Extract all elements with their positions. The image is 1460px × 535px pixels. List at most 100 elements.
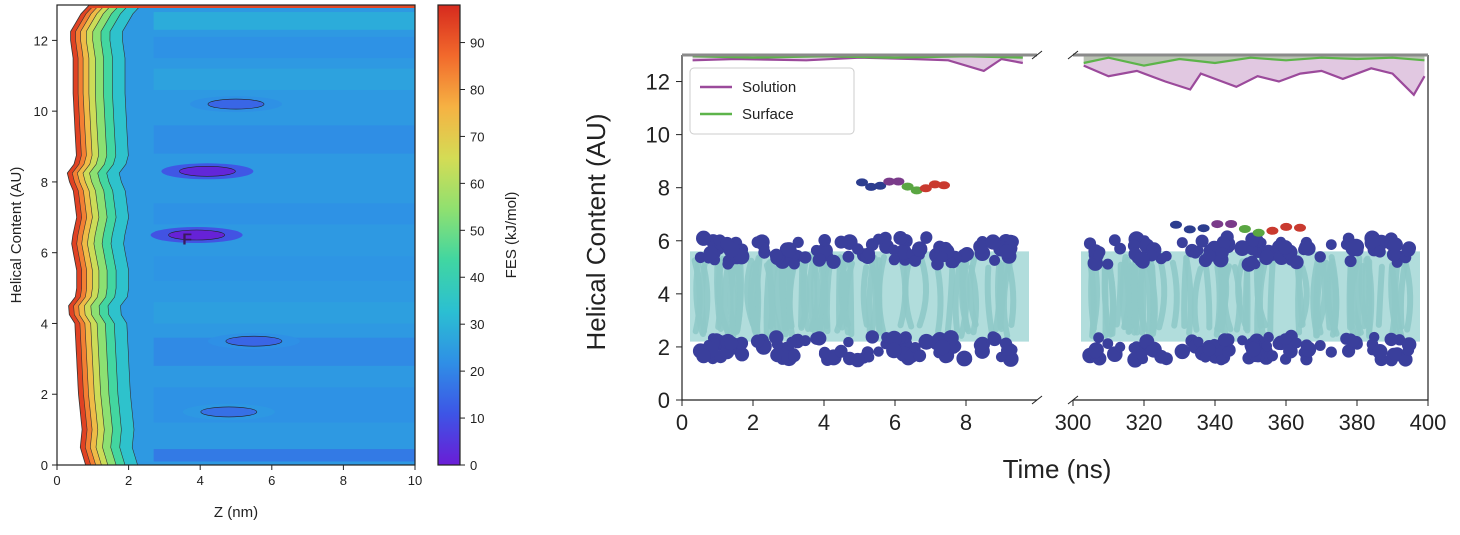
fes-band: [154, 69, 415, 90]
lipid-head-lower: [696, 349, 711, 364]
lipid-tail: [1110, 265, 1114, 334]
lipid-head-lower: [919, 335, 932, 348]
fes-band: [154, 12, 415, 30]
lipid-head-upper: [843, 251, 855, 263]
lipid-head-upper: [818, 234, 831, 247]
colorbar-tick-label: 80: [470, 82, 484, 97]
lipid-head-upper: [1134, 251, 1150, 267]
fes-band: [154, 387, 415, 422]
colorbar-tick-label: 20: [470, 364, 484, 379]
lipid-head-upper: [999, 244, 1013, 258]
helicity-y-tick-label: 12: [646, 70, 670, 95]
lipid-tail: [850, 263, 851, 334]
lipid-head-upper: [1260, 249, 1274, 263]
lipid-head-upper: [799, 251, 811, 263]
lipid-tail: [869, 268, 872, 334]
lipid-head-upper: [912, 241, 927, 256]
lipid-head-lower: [864, 352, 875, 363]
lipid-head-upper: [1315, 251, 1326, 262]
lipid-tail: [730, 267, 733, 329]
fes-minimum: [201, 407, 257, 417]
lipid-head-upper: [1374, 246, 1386, 258]
lipid-head-upper: [1278, 240, 1293, 255]
fes-minimum: [226, 336, 282, 346]
lipid-head-upper: [889, 254, 900, 265]
lipid-head-lower: [1175, 344, 1190, 359]
lipid-head-lower: [786, 337, 797, 348]
lipid-tail: [1392, 268, 1395, 336]
lipid-head-upper: [1246, 256, 1258, 268]
series-line-surface: [693, 56, 1023, 57]
peptide-segment: [1184, 225, 1196, 233]
time-x-tick-label: 8: [960, 410, 972, 435]
peptide-segment: [892, 178, 904, 186]
lipid-tail: [1351, 264, 1352, 327]
lipid-head-lower: [974, 339, 987, 352]
time-x-tick-label: 4: [818, 410, 830, 435]
lipid-tail: [1270, 262, 1273, 334]
time-x-tick-label: 320: [1126, 410, 1163, 435]
fes-x-axis-label: Z (nm): [214, 504, 258, 521]
fes-y-tick-label: 4: [41, 316, 48, 331]
lipid-head-lower: [1146, 345, 1158, 357]
lipid-head-upper: [723, 242, 739, 258]
colorbar-tick-label: 90: [470, 36, 484, 51]
time-x-tick-label: 380: [1339, 410, 1376, 435]
legend: Solution Surface: [690, 68, 854, 134]
membrane-snapshot-late: [1081, 220, 1420, 368]
lipid-tail: [1298, 265, 1300, 332]
peptide-segment: [1170, 221, 1182, 229]
lipid-head-lower: [819, 347, 830, 358]
lipid-head-upper: [888, 245, 899, 256]
lipid-head-lower: [769, 330, 783, 344]
lipid-tail: [1246, 268, 1247, 329]
fes-y-tick-label: 6: [41, 246, 48, 261]
lipid-head-upper: [1401, 243, 1415, 257]
lipid-head-lower: [851, 353, 865, 367]
time-x-tick-label: 300: [1055, 410, 1092, 435]
lipid-head-lower: [1326, 347, 1337, 358]
fes-x-tick-label: 0: [53, 473, 60, 488]
lipid-tail: [1134, 268, 1137, 332]
lipid-head-upper: [813, 253, 826, 266]
fes-band: [154, 125, 415, 153]
colorbar-tick-label: 50: [470, 223, 484, 238]
lipid-tail: [956, 268, 960, 330]
lipid-head-lower: [812, 331, 826, 345]
peptide-segment: [1198, 224, 1210, 232]
fes-y-tick-label: 12: [34, 33, 48, 48]
lipid-head-lower: [1246, 342, 1261, 357]
helicity-y-tick-label: 0: [658, 388, 670, 413]
lipid-head-upper: [1102, 259, 1113, 270]
colorbar-gradient: [438, 5, 460, 465]
lipid-head-lower: [1203, 343, 1216, 356]
lipid-tail: [1123, 257, 1126, 327]
colorbar-tick-label: 30: [470, 317, 484, 332]
fes-minimum: [208, 99, 264, 109]
fes-y-tick-label: 2: [41, 387, 48, 402]
lipid-head-upper: [704, 246, 719, 261]
helicity-y-axis-label: Helical Content (AU): [581, 114, 611, 351]
fes-x-tick-label: 6: [268, 473, 275, 488]
lipid-head-lower: [1389, 348, 1402, 361]
lipid-head-upper: [1114, 243, 1126, 255]
lipid-tail: [1142, 261, 1144, 333]
lipid-head-lower: [1136, 349, 1147, 360]
lipid-head-upper: [893, 231, 907, 245]
lipid-head-lower: [1093, 332, 1104, 343]
lipid-head-upper: [789, 258, 800, 269]
lipid-head-upper: [1301, 241, 1315, 255]
lipid-head-lower: [1279, 333, 1291, 345]
legend-box: [690, 68, 854, 134]
lipid-head-upper: [1203, 250, 1216, 263]
legend-solution-label: Solution: [742, 79, 796, 96]
lipid-head-lower: [1301, 342, 1317, 358]
